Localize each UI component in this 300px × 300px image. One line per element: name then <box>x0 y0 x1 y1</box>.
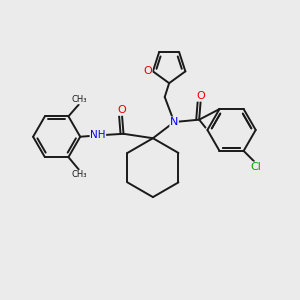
Text: O: O <box>196 91 205 101</box>
Text: NH: NH <box>90 130 106 140</box>
Text: CH₃: CH₃ <box>72 95 87 104</box>
Text: O: O <box>143 66 152 76</box>
Text: O: O <box>118 105 126 115</box>
Text: Cl: Cl <box>250 162 261 172</box>
Text: CH₃: CH₃ <box>72 170 87 179</box>
Text: N: N <box>170 117 178 127</box>
